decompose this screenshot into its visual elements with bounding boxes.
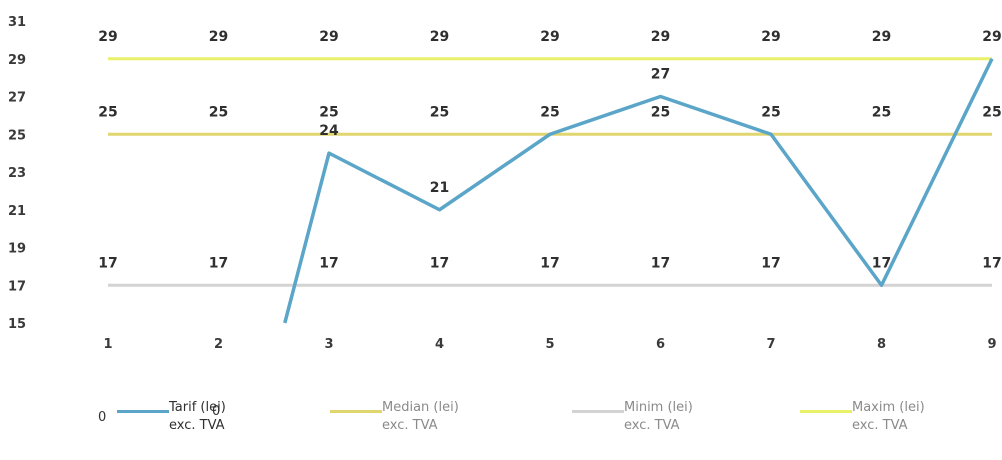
data-label-s2-3: 17 <box>430 255 449 271</box>
data-label-s2-8: 17 <box>982 255 1001 271</box>
legend-label-1: Median (lei) <box>382 400 459 415</box>
series-lines <box>108 57 994 324</box>
data-label-s1-0: 25 <box>98 104 117 120</box>
x-axis-ticks: 1 2 3 4 5 6 7 8 9 <box>103 337 996 352</box>
y-tick-label-4: 23 <box>8 166 26 181</box>
legend-sublabel-2: exc. TVA <box>624 418 680 433</box>
x-tick-label-1: 2 <box>214 337 223 352</box>
data-label-s2-6: 17 <box>761 255 780 271</box>
data-label-s3-8: 29 <box>982 29 1001 45</box>
data-label-s0-0: 24 <box>319 123 339 139</box>
legend-sublabel-0: exc. TVA <box>169 418 225 433</box>
y-tick-label-1: 17 <box>8 279 26 294</box>
data-label-s2-2: 17 <box>319 255 338 271</box>
y-tick-label-6: 27 <box>8 91 26 106</box>
data-label-s0-1: 21 <box>430 180 449 196</box>
data-label-s3-2: 29 <box>319 29 338 45</box>
data-label-s3-5: 29 <box>651 29 670 45</box>
data-label-s2-5: 17 <box>651 255 670 271</box>
y-axis-ticks: 15 17 19 21 23 25 27 29 31 <box>8 15 26 332</box>
data-label-s1-7: 25 <box>872 104 891 120</box>
stray-label-0: 0 <box>98 410 107 425</box>
y-tick-label-7: 29 <box>8 53 26 68</box>
legend-swatch-0 <box>117 410 169 413</box>
data-label-s2-7: 17 <box>872 255 891 271</box>
x-tick-label-8: 9 <box>987 337 996 352</box>
data-label-s0-2: 27 <box>651 67 670 83</box>
data-label-s3-1: 29 <box>209 29 228 45</box>
data-label-s3-0: 29 <box>98 29 117 45</box>
y-tick-label-0: 15 <box>8 317 26 332</box>
y-tick-label-3: 21 <box>8 204 26 219</box>
data-label-s3-6: 29 <box>761 29 780 45</box>
data-label-s3-4: 29 <box>540 29 559 45</box>
legend-sublabel-1: exc. TVA <box>382 418 438 433</box>
legend-label-2: Minim (lei) <box>624 400 693 415</box>
y-tick-label-8: 31 <box>8 15 26 30</box>
data-label-s3-3: 29 <box>430 29 449 45</box>
data-label-s2-0: 17 <box>98 255 117 271</box>
legend-label-0: Tarif (lei) <box>169 400 226 415</box>
x-tick-label-7: 8 <box>877 337 886 352</box>
data-label-s1-3: 25 <box>430 104 449 120</box>
x-tick-label-3: 4 <box>435 337 444 352</box>
x-tick-label-5: 6 <box>656 337 665 352</box>
data-label-s1-2: 25 <box>319 104 338 120</box>
data-label-s1-5: 25 <box>651 104 670 120</box>
legend-sublabel-3: exc. TVA <box>852 418 908 433</box>
data-label-s1-6: 25 <box>761 104 780 120</box>
data-label-s1-8: 25 <box>982 104 1001 120</box>
x-tick-label-0: 1 <box>103 337 112 352</box>
data-labels: 25 25 25 25 25 25 25 25 25 17 17 17 17 17 17 17 17 17 29 29… <box>98 29 1001 272</box>
legend-swatch-3 <box>800 410 852 413</box>
legend-swatch-2 <box>572 410 624 413</box>
data-label-s3-7: 29 <box>872 29 891 45</box>
x-tick-label-6: 7 <box>766 337 775 352</box>
data-label-s1-1: 25 <box>209 104 228 120</box>
data-label-s1-4: 25 <box>540 104 559 120</box>
legend-label-3: Maxim (lei) <box>852 400 925 415</box>
stray-label-1: 0 <box>212 404 221 419</box>
y-tick-label-2: 19 <box>8 242 26 257</box>
chart-legend: Tarif (lei) exc. TVA Median (lei) exc. TVA M… <box>0 400 1002 460</box>
data-label-s2-4: 17 <box>540 255 559 271</box>
series-line-0 <box>283 57 994 324</box>
y-tick-label-5: 25 <box>8 128 26 143</box>
legend-swatch-1 <box>330 410 382 413</box>
x-tick-label-4: 5 <box>545 337 554 352</box>
data-label-s2-1: 17 <box>209 255 228 271</box>
x-tick-label-2: 3 <box>324 337 333 352</box>
